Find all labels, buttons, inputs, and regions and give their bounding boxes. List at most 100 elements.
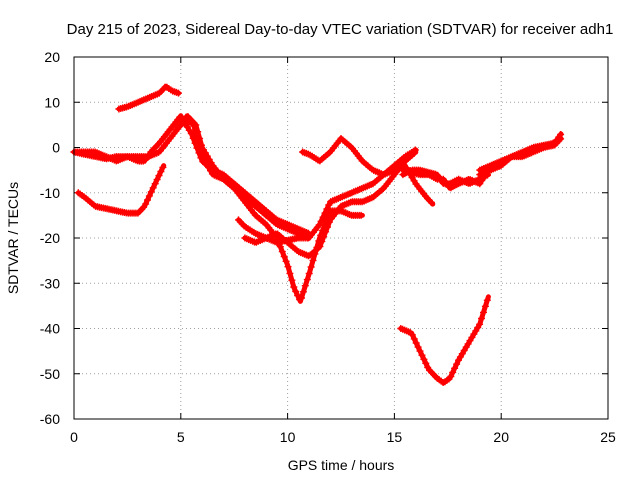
data-point [192, 121, 200, 129]
data-point [197, 154, 205, 162]
x-tick-label: 20 [493, 429, 509, 445]
data-point [198, 141, 205, 149]
data-point [408, 331, 416, 339]
y-tick-label: -50 [40, 366, 60, 382]
y-tick-label: -60 [40, 411, 60, 427]
y-tick-label: -40 [40, 321, 60, 337]
data-point [324, 223, 331, 231]
data-point [278, 248, 286, 256]
data-point [286, 269, 294, 277]
data-point [326, 218, 333, 226]
data-point [280, 253, 288, 260]
data-point [316, 243, 324, 250]
series-2 [70, 113, 312, 237]
data-point [195, 149, 203, 157]
y-tick-label: 0 [52, 140, 60, 156]
y-tick-labels: -60 -50 -40 -30 -20 -10 0 10 20 [40, 49, 60, 427]
data-point [282, 257, 290, 265]
data-point [447, 373, 455, 380]
x-tick-label: 10 [280, 429, 296, 445]
data-point [288, 276, 296, 284]
data-point [420, 355, 428, 363]
data-point [149, 184, 157, 192]
data-point [476, 320, 484, 328]
data-point [194, 128, 202, 136]
x-tick-label: 0 [70, 429, 78, 445]
data-point [451, 364, 459, 372]
data-point [155, 172, 163, 180]
data-point [480, 308, 487, 316]
x-tick-labels: 0 5 10 15 20 25 [70, 429, 616, 445]
data-point [416, 347, 424, 355]
data-point [159, 163, 167, 171]
series-7 [241, 149, 419, 260]
x-tick-label: 5 [177, 429, 185, 445]
data-point [414, 343, 422, 351]
data-point [412, 339, 420, 347]
data-point [318, 238, 326, 246]
data-point [309, 256, 317, 264]
data-point [478, 315, 485, 322]
data-point [317, 217, 325, 225]
data-point [323, 205, 331, 213]
data-point [147, 188, 155, 196]
y-tick-label: -30 [40, 275, 60, 291]
data-point [298, 294, 305, 302]
y-axis-label: SDTVAR / TECUs [5, 182, 21, 294]
data-point [187, 130, 195, 138]
data-point [196, 134, 204, 142]
data-point [422, 359, 430, 367]
data-point [483, 296, 491, 304]
series-4 [115, 83, 182, 113]
data-point [142, 200, 150, 208]
data-point [410, 335, 418, 343]
data-point [418, 351, 426, 359]
data-point [315, 221, 323, 229]
data-point [319, 213, 327, 221]
data-point [305, 270, 313, 277]
data-point [357, 211, 365, 219]
y-tick-label: -20 [40, 230, 60, 246]
data-point [153, 176, 161, 184]
data-point [301, 282, 309, 290]
data-point [294, 292, 302, 299]
data-point [290, 283, 298, 291]
data-point [193, 144, 201, 152]
data-point [157, 168, 165, 175]
data-point [453, 360, 461, 368]
data-point [427, 199, 435, 206]
data-point [322, 228, 330, 236]
data-point [284, 263, 292, 271]
data-point [410, 150, 418, 157]
chart-title: Day 215 of 2023, Sidereal Day-to-day VTE… [67, 21, 614, 38]
data-point [303, 276, 311, 284]
data-point [145, 192, 153, 200]
data-point [481, 302, 489, 310]
data-point [151, 180, 159, 188]
y-tick-label: 20 [44, 49, 60, 65]
y-tick-label: -10 [40, 185, 60, 201]
series-3 [74, 163, 167, 217]
x-axis-label: GPS time / hours [288, 457, 395, 473]
series-12 [476, 135, 565, 174]
data-point [175, 89, 182, 97]
x-tick-label: 25 [600, 429, 616, 445]
data-point [189, 134, 197, 142]
y-tick-label: 10 [44, 94, 60, 110]
x-tick-label: 15 [387, 429, 403, 445]
data-point [144, 196, 151, 204]
data-point [191, 139, 199, 147]
data-point [320, 233, 328, 241]
series-13 [397, 294, 491, 386]
data-point [449, 368, 457, 376]
data-point [299, 288, 307, 296]
plot-frame [73, 56, 609, 420]
data-series [70, 83, 565, 386]
grid [74, 57, 608, 419]
data-point [307, 263, 315, 271]
data-point [557, 135, 565, 143]
data-point [321, 209, 329, 217]
data-point [292, 287, 300, 295]
series-5 [173, 113, 365, 304]
